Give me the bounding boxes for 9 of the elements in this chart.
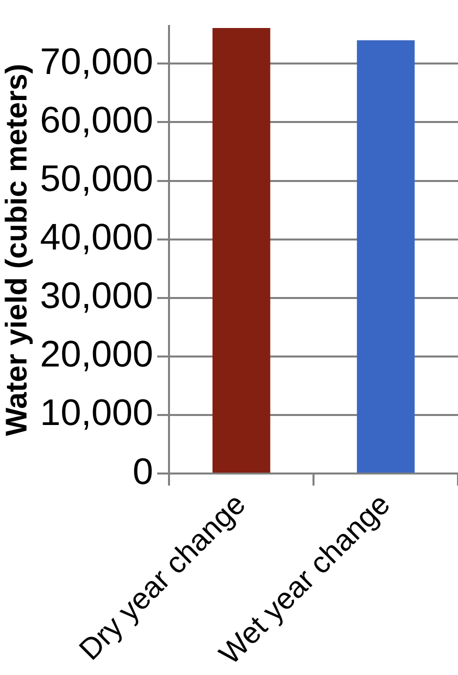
y-tick-label: 50,000 — [40, 158, 154, 199]
y-tick-label: 20,000 — [40, 334, 154, 375]
y-tick-label: 40,000 — [40, 216, 154, 258]
y-axis-title: Water yield (cubic meters) — [0, 64, 34, 436]
y-tick-label: 30,000 — [40, 275, 154, 316]
y-tick-label: 10,000 — [40, 392, 154, 434]
y-tick-label: 0 — [132, 450, 154, 492]
y-tick-label: 70,000 — [40, 40, 154, 82]
y-tick-label: 60,000 — [40, 99, 154, 140]
